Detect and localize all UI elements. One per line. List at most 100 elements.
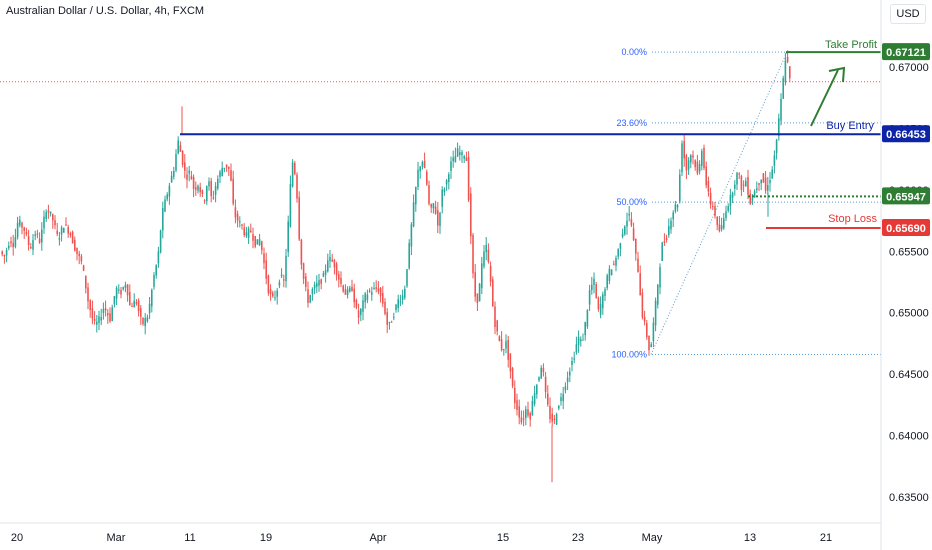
candle-body xyxy=(573,358,575,360)
candle-body xyxy=(144,318,146,327)
candle-body xyxy=(1,251,3,255)
candle-body xyxy=(628,213,630,216)
fib-level-label: 50.00% xyxy=(616,197,647,207)
candle-body xyxy=(756,188,758,191)
candle-body xyxy=(751,197,754,201)
candle-body xyxy=(58,238,61,240)
time-tick-label: 13 xyxy=(744,532,756,544)
candle-body xyxy=(720,225,723,230)
candle-body xyxy=(124,285,127,288)
candle-body xyxy=(780,98,782,121)
candle-body xyxy=(133,300,135,308)
candle-body xyxy=(465,157,468,161)
candle-body xyxy=(175,154,177,171)
candle-body xyxy=(335,263,338,276)
candle-body xyxy=(564,386,567,391)
candle-body xyxy=(38,238,41,243)
candle-body xyxy=(531,400,534,416)
candle-body xyxy=(782,78,784,99)
candle-body xyxy=(373,288,375,290)
candle-body xyxy=(316,283,318,287)
candle-body xyxy=(544,376,547,392)
candle-body xyxy=(421,162,424,167)
candle-body xyxy=(707,181,710,192)
candle-body xyxy=(76,247,78,254)
candle-body xyxy=(34,234,36,236)
candle-body xyxy=(111,307,113,322)
candle-body xyxy=(230,170,232,181)
candle-body xyxy=(496,320,498,332)
candle-body xyxy=(404,288,406,298)
currency-button[interactable]: USD xyxy=(890,4,926,24)
candle-body xyxy=(723,218,725,229)
candle-body xyxy=(195,187,197,190)
candle-body xyxy=(131,306,133,308)
candle-body xyxy=(412,202,415,227)
candle-body xyxy=(762,173,765,183)
candle-body xyxy=(580,339,582,342)
candle-body xyxy=(362,300,364,312)
target-arrow-head xyxy=(828,66,846,83)
candle-body xyxy=(296,174,298,199)
candle-body xyxy=(338,274,340,280)
candle-body xyxy=(364,293,366,303)
candle-body xyxy=(406,269,408,287)
candle-body xyxy=(547,393,549,405)
candle-body xyxy=(758,183,760,185)
candle-body xyxy=(14,236,17,247)
candle-body xyxy=(263,253,265,264)
candle-body xyxy=(49,211,52,214)
candle-body xyxy=(672,212,674,220)
candle-body xyxy=(654,300,657,326)
candle-body xyxy=(377,288,380,292)
candle-body xyxy=(588,290,591,305)
candle-body xyxy=(566,377,569,383)
candle-body xyxy=(366,294,369,301)
candle-body xyxy=(69,233,72,236)
take_profit-price-text: 0.67121 xyxy=(886,47,926,59)
candle-body xyxy=(91,308,94,319)
candle-body xyxy=(375,287,377,289)
candle-body xyxy=(265,260,267,279)
candle-body xyxy=(219,171,221,177)
candle-body xyxy=(500,339,503,351)
candle-body xyxy=(258,239,261,246)
candle-body xyxy=(25,231,28,235)
candle-body xyxy=(45,212,47,219)
candle-body xyxy=(789,66,791,79)
candle-body xyxy=(410,224,413,247)
time-tick-label: Apr xyxy=(369,532,386,544)
candle-body xyxy=(122,287,124,290)
candle-body xyxy=(562,393,564,402)
candle-body xyxy=(287,221,289,252)
fib-level-label: 100.00% xyxy=(611,349,647,359)
take_profit-price-badge xyxy=(882,43,930,61)
candle-body xyxy=(646,323,648,338)
candle-body xyxy=(727,206,729,211)
symbol-title: Australian Dollar / U.S. Dollar, 4h, FXC… xyxy=(6,5,205,17)
candle-body xyxy=(100,317,102,321)
candle-body xyxy=(98,316,100,323)
candle-body xyxy=(520,417,523,423)
candle-body xyxy=(166,194,168,200)
candle-body xyxy=(120,290,122,295)
candle-body xyxy=(696,161,699,174)
candle-body xyxy=(492,279,494,307)
candle-body xyxy=(509,353,512,372)
candle-body xyxy=(382,292,384,304)
candle-body xyxy=(274,297,276,299)
buy_entry-price-text: 0.66453 xyxy=(886,129,926,141)
candle-body xyxy=(665,238,668,240)
candle-body xyxy=(760,179,762,184)
candle-body xyxy=(417,169,419,187)
candle-body xyxy=(305,276,307,287)
candle-body xyxy=(399,301,402,303)
candle-body xyxy=(313,284,316,289)
candle-body xyxy=(745,180,747,187)
candle-body xyxy=(661,242,663,261)
candle-body xyxy=(553,419,556,421)
candle-body xyxy=(698,164,701,172)
candle-body xyxy=(56,230,58,234)
candle-body xyxy=(608,268,611,281)
